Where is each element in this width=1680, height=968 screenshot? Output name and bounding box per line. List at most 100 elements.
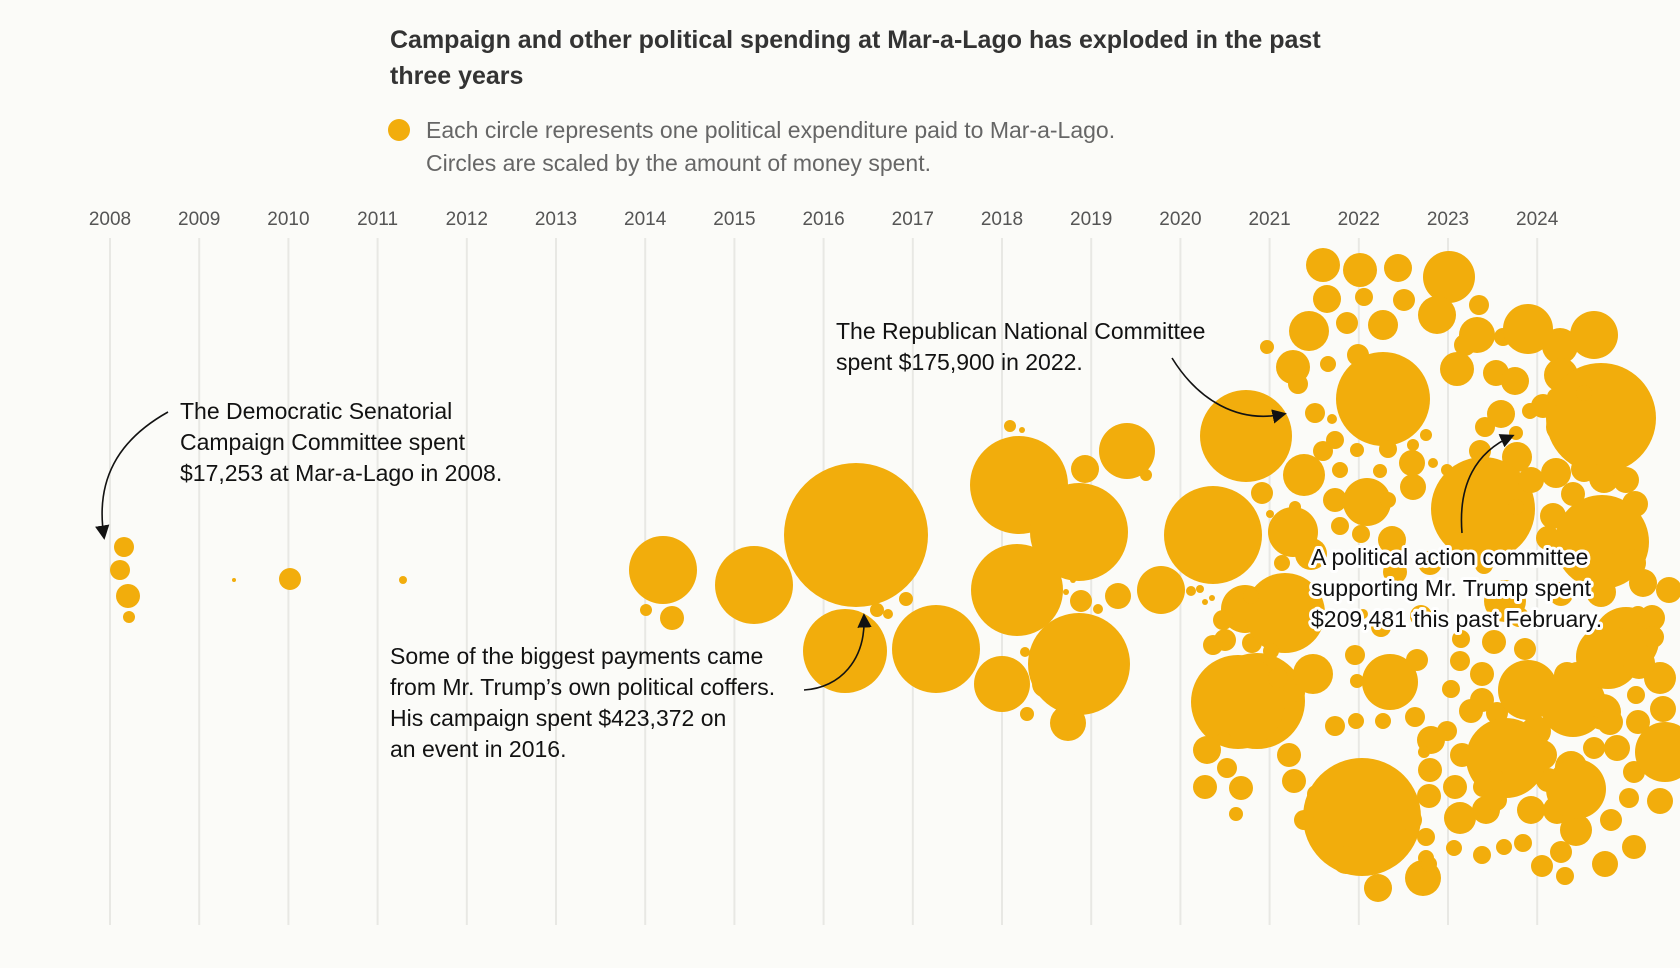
- expenditure-circle: [1423, 251, 1475, 303]
- expenditure-circle: [1592, 851, 1618, 877]
- bubbles: [110, 248, 1680, 902]
- annotation-line: $209,481 this past February.: [1311, 606, 1602, 632]
- expenditure-circle: [1336, 352, 1430, 446]
- expenditure-circle: [1229, 776, 1253, 800]
- expenditure-circle: [1362, 654, 1418, 710]
- expenditure-circle: [1305, 403, 1325, 423]
- expenditure-circle: [1332, 462, 1348, 478]
- expenditure-circle: [1020, 647, 1030, 657]
- expenditure-circle: [110, 560, 130, 580]
- x-axis-ticks: 2008 2009 2010 2011 2012 2013 2014 2015 2016 2017…: [89, 209, 1559, 230]
- tick-label-2015: 2015: [713, 209, 755, 230]
- tick-label-2022: 2022: [1338, 209, 1380, 230]
- expenditure-circle: [1629, 606, 1647, 624]
- tick-label-2017: 2017: [892, 209, 934, 230]
- tick-label-2010: 2010: [267, 209, 309, 230]
- expenditure-circle: [1070, 590, 1092, 612]
- expenditure-circle: [1550, 841, 1572, 863]
- expenditure-circle: [1399, 450, 1425, 476]
- expenditure-circle: [1454, 334, 1476, 356]
- expenditure-circle: [1619, 788, 1639, 808]
- annotations: The Democratic Senatorial Campaign Commit…: [180, 318, 1605, 762]
- expenditure-circle: [1203, 635, 1223, 655]
- expenditure-circle: [1355, 288, 1373, 306]
- expenditure-circle: [1277, 743, 1301, 767]
- expenditure-circle: [1428, 458, 1438, 468]
- expenditure-circle: [1418, 296, 1456, 334]
- expenditure-circle: [1099, 423, 1155, 479]
- expenditure-circle: [1213, 610, 1233, 630]
- tick-label-2008: 2008: [89, 209, 131, 230]
- expenditure-circle: [1191, 655, 1285, 749]
- expenditure-circle: [1417, 828, 1435, 846]
- expenditure-circle: [1509, 426, 1523, 440]
- expenditure-circle: [1306, 248, 1340, 282]
- expenditure-circle: [1293, 654, 1333, 694]
- expenditure-circle: [1071, 455, 1099, 483]
- annotation-dscc: The Democratic Senatorial Campaign Commit…: [180, 398, 502, 486]
- expenditure-circle: [1268, 668, 1288, 688]
- expenditure-circle: [1020, 707, 1034, 721]
- tick-label-2024: 2024: [1516, 209, 1559, 230]
- expenditure-circle: [1400, 809, 1422, 831]
- expenditure-circle: [399, 576, 407, 584]
- expenditure-circle: [1405, 707, 1425, 727]
- expenditure-circle: [1469, 295, 1489, 315]
- expenditure-circle: [1384, 254, 1412, 282]
- expenditure-circle: [1450, 651, 1470, 671]
- expenditure-circle: [1597, 709, 1623, 735]
- tick-label-2009: 2009: [178, 209, 220, 230]
- expenditure-circle: [1164, 486, 1262, 584]
- expenditure-circle: [116, 584, 140, 608]
- expenditure-circle: [1518, 467, 1544, 493]
- expenditure-circle: [1019, 427, 1025, 433]
- expenditure-circle: [1313, 441, 1333, 461]
- expenditure-circle: [1418, 758, 1442, 782]
- expenditure-circle: [1352, 525, 1370, 543]
- expenditure-circle: [1556, 867, 1574, 885]
- tick-label-2020: 2020: [1159, 209, 1201, 230]
- expenditure-circle: [1547, 388, 1565, 406]
- expenditure-circle: [1288, 374, 1308, 394]
- expenditure-circle: [629, 536, 697, 604]
- annotation-line: His campaign spent $423,372 on: [390, 705, 726, 731]
- expenditure-circle: [1063, 589, 1069, 595]
- expenditure-circle: [1202, 599, 1208, 605]
- expenditure-circle: [1282, 769, 1306, 793]
- annotation-line: spent $175,900 in 2022.: [836, 349, 1083, 375]
- expenditure-circle: [1283, 454, 1325, 496]
- expenditure-circle: [1350, 443, 1364, 457]
- expenditure-circle: [1583, 737, 1605, 759]
- expenditure-circle: [1400, 474, 1426, 500]
- expenditure-circle: [1350, 674, 1364, 688]
- expenditure-circle: [1546, 363, 1656, 473]
- expenditure-circle: [1070, 577, 1076, 583]
- expenditure-circle: [892, 605, 980, 693]
- expenditure-circle: [1503, 304, 1553, 354]
- expenditure-circle: [1475, 556, 1493, 574]
- expenditure-circle: [1443, 775, 1467, 799]
- expenditure-circle: [1489, 769, 1503, 783]
- expenditure-circle: [232, 578, 236, 582]
- expenditure-circle: [1482, 630, 1506, 654]
- tick-label-2012: 2012: [446, 209, 488, 230]
- expenditure-circle: [1186, 586, 1196, 596]
- arrow-dscc: [95, 411, 169, 540]
- expenditure-circle: [1417, 784, 1441, 808]
- expenditure-circle: [1560, 814, 1592, 846]
- expenditure-circle: [1243, 588, 1259, 604]
- expenditure-circle: [114, 537, 134, 557]
- expenditure-circle: [1364, 874, 1392, 902]
- expenditure-circle: [1196, 585, 1204, 593]
- expenditure-circle: [1600, 809, 1622, 831]
- expenditure-circle: [1618, 549, 1646, 577]
- expenditure-circle: [1410, 605, 1432, 627]
- expenditure-circle: [1514, 638, 1536, 660]
- expenditure-circle: [1093, 604, 1103, 614]
- expenditure-circle: [870, 603, 884, 617]
- tick-label-2016: 2016: [802, 209, 844, 230]
- expenditure-circle: [1373, 464, 1387, 478]
- expenditure-circle: [1656, 577, 1680, 603]
- expenditure-circle: [1506, 701, 1518, 713]
